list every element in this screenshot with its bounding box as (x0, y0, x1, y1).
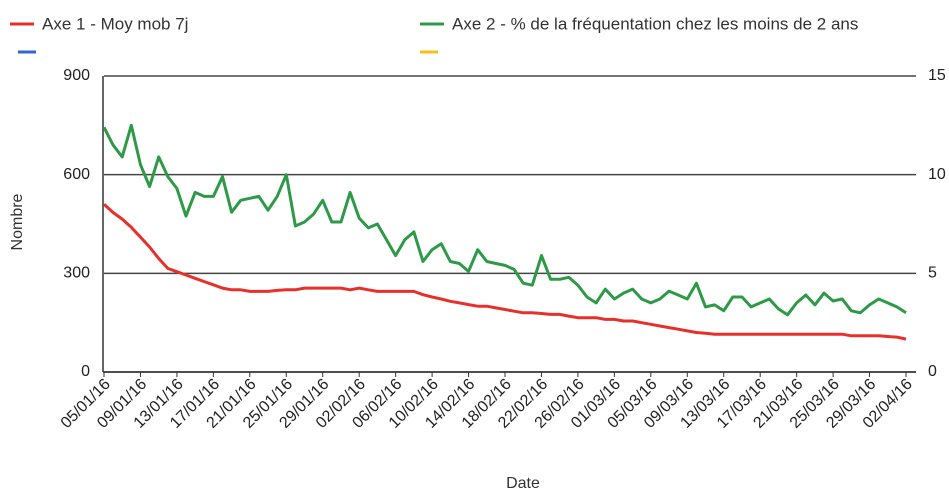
y-tick-label: 600 (63, 166, 90, 183)
y-axis-title: Nombre (9, 193, 26, 250)
legend-label: Axe 1 - Moy mob 7j (42, 14, 188, 33)
y-tick-label: 900 (63, 67, 90, 84)
y2-tick-label: 5 (928, 265, 937, 282)
y2-tick-label: 10 (928, 166, 946, 183)
x-axis-title: Date (506, 475, 540, 492)
series-line (102, 203, 907, 341)
y-tick-label: 300 (63, 265, 90, 282)
series-line (102, 123, 907, 317)
y-tick-label: 0 (81, 363, 90, 380)
legend-label: Axe 2 - % de la fréquentation chez les m… (452, 14, 858, 33)
y2-tick-label: 0 (928, 363, 937, 380)
y2-tick-label: 15 (928, 67, 946, 84)
